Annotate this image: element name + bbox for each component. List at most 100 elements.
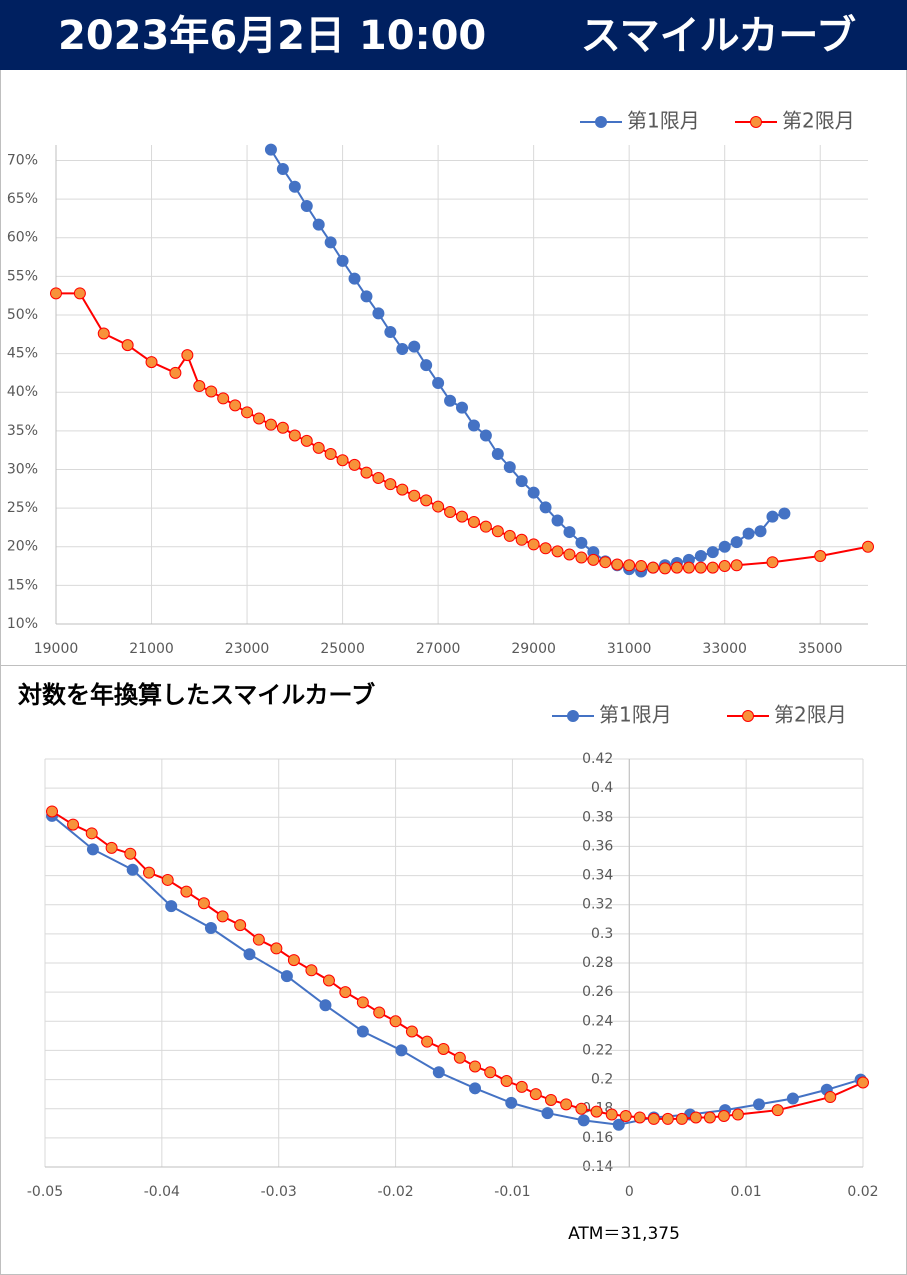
marker bbox=[432, 500, 445, 513]
marker bbox=[718, 560, 731, 573]
marker bbox=[786, 1092, 799, 1105]
marker bbox=[372, 307, 385, 320]
marker bbox=[560, 1098, 573, 1111]
chart-title: 対数を年換算したスマイルカーブ bbox=[18, 681, 375, 709]
y-tick-label: 70% bbox=[7, 152, 38, 168]
marker bbox=[778, 507, 791, 520]
marker bbox=[539, 501, 552, 514]
y-tick-label: 15% bbox=[7, 577, 38, 593]
marker bbox=[453, 1051, 466, 1064]
marker bbox=[180, 885, 193, 898]
x-tick-label: 0.02 bbox=[847, 1184, 878, 1200]
marker bbox=[234, 919, 247, 932]
marker bbox=[541, 1107, 554, 1120]
marker bbox=[659, 562, 671, 575]
marker bbox=[479, 429, 492, 442]
marker bbox=[590, 1105, 603, 1118]
marker bbox=[479, 520, 492, 533]
marker bbox=[515, 475, 528, 488]
marker bbox=[703, 1111, 716, 1124]
marker bbox=[575, 536, 588, 549]
header-bar bbox=[0, 0, 907, 70]
marker bbox=[276, 421, 289, 434]
marker bbox=[126, 863, 139, 876]
marker bbox=[754, 525, 767, 538]
marker bbox=[408, 489, 421, 502]
marker bbox=[611, 558, 624, 571]
marker bbox=[420, 494, 433, 507]
marker bbox=[300, 434, 313, 447]
marker bbox=[373, 1006, 386, 1019]
marker bbox=[612, 1118, 625, 1131]
marker bbox=[771, 1104, 784, 1117]
marker bbox=[682, 561, 695, 574]
marker bbox=[503, 529, 516, 542]
y-tick-label: 55% bbox=[7, 268, 38, 284]
x-tick-label: -0.03 bbox=[261, 1184, 297, 1200]
marker bbox=[143, 866, 156, 879]
y-tick-label: 0.4 bbox=[591, 780, 613, 796]
marker bbox=[730, 559, 743, 572]
marker bbox=[857, 1076, 869, 1089]
marker bbox=[456, 401, 468, 414]
marker bbox=[121, 339, 134, 352]
marker bbox=[432, 376, 445, 389]
y-tick-label: 0.42 bbox=[582, 751, 613, 767]
x-tick-label: -0.04 bbox=[144, 1184, 180, 1200]
marker bbox=[324, 448, 337, 461]
marker bbox=[300, 200, 313, 213]
marker bbox=[605, 1108, 618, 1121]
x-tick-label: 21000 bbox=[129, 641, 174, 657]
marker bbox=[730, 536, 743, 549]
marker bbox=[706, 546, 719, 559]
x-tick-label: -0.05 bbox=[27, 1184, 63, 1200]
marker bbox=[444, 505, 457, 518]
x-tick-label: -0.02 bbox=[377, 1184, 413, 1200]
marker bbox=[563, 548, 576, 561]
marker bbox=[356, 1025, 369, 1038]
x-tick-label: 0.01 bbox=[731, 1184, 762, 1200]
marker bbox=[305, 964, 318, 977]
marker bbox=[270, 942, 283, 955]
marker bbox=[181, 349, 194, 362]
marker bbox=[319, 999, 332, 1012]
marker bbox=[484, 1066, 497, 1079]
legend-marker bbox=[750, 116, 762, 128]
marker bbox=[73, 287, 86, 300]
y-tick-label: 50% bbox=[7, 307, 38, 323]
y-tick-label: 65% bbox=[7, 191, 38, 207]
marker bbox=[205, 385, 218, 398]
marker bbox=[67, 818, 80, 831]
marker bbox=[46, 805, 59, 818]
marker bbox=[694, 550, 707, 563]
marker bbox=[252, 933, 265, 946]
header-subtitle: スマイルカーブ bbox=[581, 13, 856, 59]
marker bbox=[824, 1091, 837, 1104]
y-tick-label: 30% bbox=[7, 461, 38, 477]
marker bbox=[694, 561, 707, 574]
marker bbox=[456, 510, 468, 523]
marker bbox=[420, 359, 433, 372]
y-tick-label: 0.22 bbox=[582, 1042, 613, 1058]
marker bbox=[169, 366, 182, 379]
marker bbox=[124, 847, 137, 860]
y-tick-label: 0.2 bbox=[591, 1072, 613, 1088]
marker bbox=[731, 1108, 744, 1121]
marker bbox=[372, 471, 385, 484]
marker bbox=[717, 1110, 730, 1122]
y-tick-label: 0.26 bbox=[582, 984, 613, 1000]
marker bbox=[421, 1035, 434, 1048]
legend-marker bbox=[742, 710, 754, 722]
marker bbox=[742, 527, 755, 540]
marker bbox=[50, 287, 62, 300]
marker bbox=[193, 380, 206, 393]
marker bbox=[105, 841, 118, 854]
marker bbox=[766, 556, 779, 569]
marker bbox=[288, 180, 301, 193]
marker bbox=[862, 540, 874, 553]
marker bbox=[491, 448, 504, 461]
legend-label: 第2限月 bbox=[782, 109, 855, 133]
marker bbox=[264, 143, 277, 156]
marker bbox=[469, 1060, 482, 1073]
y-tick-label: 0.32 bbox=[582, 897, 613, 913]
